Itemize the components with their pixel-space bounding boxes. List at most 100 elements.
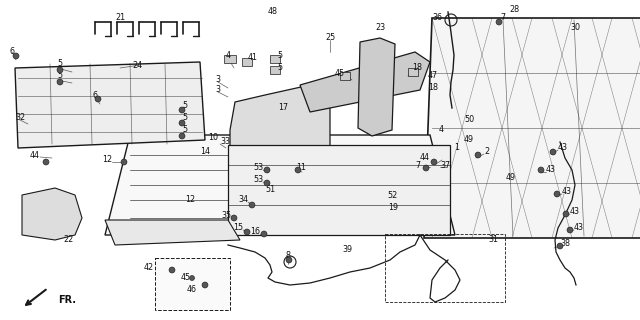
Text: 35: 35 bbox=[222, 211, 232, 220]
Circle shape bbox=[538, 167, 544, 173]
Text: 39: 39 bbox=[342, 245, 352, 254]
Text: 19: 19 bbox=[388, 203, 398, 212]
Text: 37: 37 bbox=[440, 161, 450, 170]
Circle shape bbox=[57, 67, 63, 73]
Text: 48: 48 bbox=[268, 7, 278, 17]
Text: 5: 5 bbox=[57, 60, 62, 68]
Text: 3: 3 bbox=[216, 85, 221, 94]
Polygon shape bbox=[105, 220, 240, 245]
Text: 52: 52 bbox=[388, 190, 398, 199]
Text: 53: 53 bbox=[253, 175, 263, 185]
Circle shape bbox=[423, 165, 429, 171]
Text: 28: 28 bbox=[509, 4, 519, 13]
Bar bbox=[270, 66, 280, 74]
Text: 3: 3 bbox=[216, 76, 221, 84]
Text: 23: 23 bbox=[375, 23, 385, 33]
Bar bbox=[385, 234, 505, 302]
Text: 15: 15 bbox=[233, 223, 243, 233]
Polygon shape bbox=[105, 135, 455, 235]
Text: 6: 6 bbox=[93, 91, 97, 100]
Circle shape bbox=[179, 133, 185, 139]
Polygon shape bbox=[15, 62, 205, 148]
Circle shape bbox=[554, 191, 560, 197]
Bar bbox=[242, 58, 252, 66]
Text: 4: 4 bbox=[439, 125, 444, 134]
Text: 31: 31 bbox=[488, 236, 498, 244]
Circle shape bbox=[557, 243, 563, 249]
Text: 33: 33 bbox=[220, 138, 230, 147]
Text: 6: 6 bbox=[10, 47, 15, 57]
Polygon shape bbox=[358, 38, 395, 136]
Text: 12: 12 bbox=[185, 196, 195, 204]
Text: 22: 22 bbox=[63, 236, 73, 244]
Text: 8: 8 bbox=[285, 252, 291, 260]
Circle shape bbox=[567, 227, 573, 233]
Text: 7: 7 bbox=[415, 161, 420, 170]
Polygon shape bbox=[230, 85, 330, 210]
Text: 43: 43 bbox=[570, 207, 580, 217]
Text: 5: 5 bbox=[182, 125, 187, 134]
Circle shape bbox=[550, 149, 556, 155]
Circle shape bbox=[264, 167, 270, 173]
Bar bbox=[155, 258, 230, 310]
Text: 43: 43 bbox=[546, 165, 556, 174]
Text: 44: 44 bbox=[30, 150, 40, 159]
Text: 25: 25 bbox=[325, 34, 335, 43]
Text: 51: 51 bbox=[265, 186, 275, 195]
Text: 5: 5 bbox=[182, 100, 187, 109]
Text: 1: 1 bbox=[454, 143, 459, 153]
Circle shape bbox=[13, 53, 19, 59]
Circle shape bbox=[496, 19, 502, 25]
Circle shape bbox=[244, 229, 250, 235]
Text: 42: 42 bbox=[144, 263, 154, 273]
Circle shape bbox=[249, 202, 255, 208]
Text: 47: 47 bbox=[428, 70, 438, 79]
Text: 43: 43 bbox=[574, 223, 584, 233]
Text: 50: 50 bbox=[464, 116, 474, 124]
Circle shape bbox=[43, 159, 49, 165]
Text: 18: 18 bbox=[428, 83, 438, 92]
Text: 12: 12 bbox=[102, 156, 112, 164]
Circle shape bbox=[189, 276, 195, 281]
Circle shape bbox=[57, 79, 63, 85]
Text: 7: 7 bbox=[500, 13, 505, 22]
Bar bbox=[270, 55, 280, 63]
Bar bbox=[340, 72, 350, 80]
Text: 44: 44 bbox=[420, 154, 430, 163]
Polygon shape bbox=[424, 18, 640, 238]
Polygon shape bbox=[300, 52, 430, 112]
Text: 32: 32 bbox=[15, 114, 25, 123]
Text: 30: 30 bbox=[570, 23, 580, 33]
Text: 4: 4 bbox=[225, 52, 230, 60]
Circle shape bbox=[286, 257, 292, 263]
Circle shape bbox=[179, 107, 185, 113]
Text: 2: 2 bbox=[484, 148, 489, 156]
Text: 18: 18 bbox=[412, 62, 422, 71]
Polygon shape bbox=[228, 145, 450, 235]
Circle shape bbox=[261, 231, 267, 237]
Circle shape bbox=[179, 120, 185, 126]
Text: 38: 38 bbox=[560, 239, 570, 249]
Circle shape bbox=[431, 159, 437, 165]
Text: 45: 45 bbox=[335, 68, 345, 77]
Text: 41: 41 bbox=[248, 53, 258, 62]
Text: 53: 53 bbox=[253, 164, 263, 172]
Circle shape bbox=[295, 167, 301, 173]
Circle shape bbox=[95, 96, 101, 102]
Text: 5: 5 bbox=[277, 51, 282, 60]
Text: 14: 14 bbox=[200, 148, 210, 156]
Text: 10: 10 bbox=[208, 133, 218, 142]
Text: 11: 11 bbox=[296, 164, 306, 172]
Circle shape bbox=[563, 211, 569, 217]
Text: 49: 49 bbox=[464, 135, 474, 145]
Text: 46: 46 bbox=[187, 285, 197, 294]
Circle shape bbox=[231, 215, 237, 221]
Bar bbox=[224, 55, 236, 63]
Text: 45: 45 bbox=[181, 274, 191, 283]
Text: 5: 5 bbox=[182, 114, 187, 123]
Text: 24: 24 bbox=[132, 60, 142, 69]
Text: 34: 34 bbox=[238, 196, 248, 204]
Circle shape bbox=[475, 152, 481, 158]
Circle shape bbox=[264, 180, 270, 186]
Polygon shape bbox=[22, 188, 82, 240]
